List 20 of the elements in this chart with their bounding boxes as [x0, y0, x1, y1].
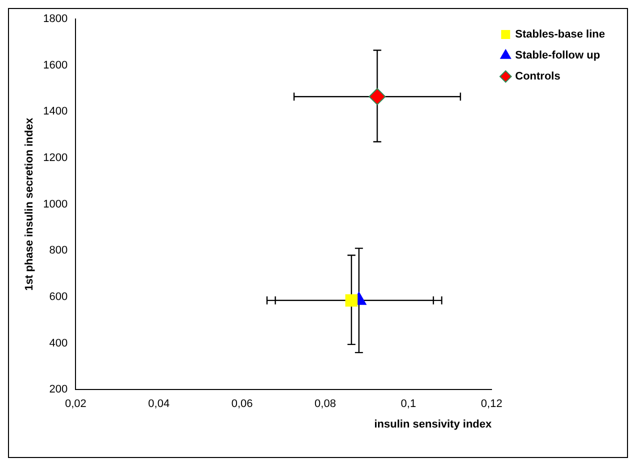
legend-label: Stable-follow up [515, 50, 600, 62]
y-tick-label: 200 [49, 384, 68, 396]
x-tick-label: 0,1 [400, 398, 416, 410]
legend-label: Controls [515, 70, 560, 83]
x-tick-label: 0,12 [480, 398, 502, 410]
x-axis-title: insulin sensivity index [374, 418, 493, 430]
y-tick-label: 400 [49, 337, 68, 350]
y-tick-label: 1600 [43, 59, 68, 72]
legend-label: Stables-base line [515, 28, 606, 41]
y-axis-title: 1st phase insulin secretion index [24, 116, 36, 291]
y-tick-label: 1800 [43, 13, 68, 26]
y-tick-label: 800 [49, 244, 68, 257]
y-tick-label: 1400 [43, 106, 68, 118]
y-tick-label: 600 [49, 290, 68, 303]
x-tick-label: 0,06 [231, 398, 253, 410]
x-tick-label: 0,04 [148, 398, 170, 410]
y-tick-label: 1200 [43, 152, 68, 164]
y-tick-label: 1000 [43, 198, 68, 210]
x-tick-label: 0,08 [314, 398, 336, 410]
x-tick-label: 0,02 [64, 398, 86, 410]
